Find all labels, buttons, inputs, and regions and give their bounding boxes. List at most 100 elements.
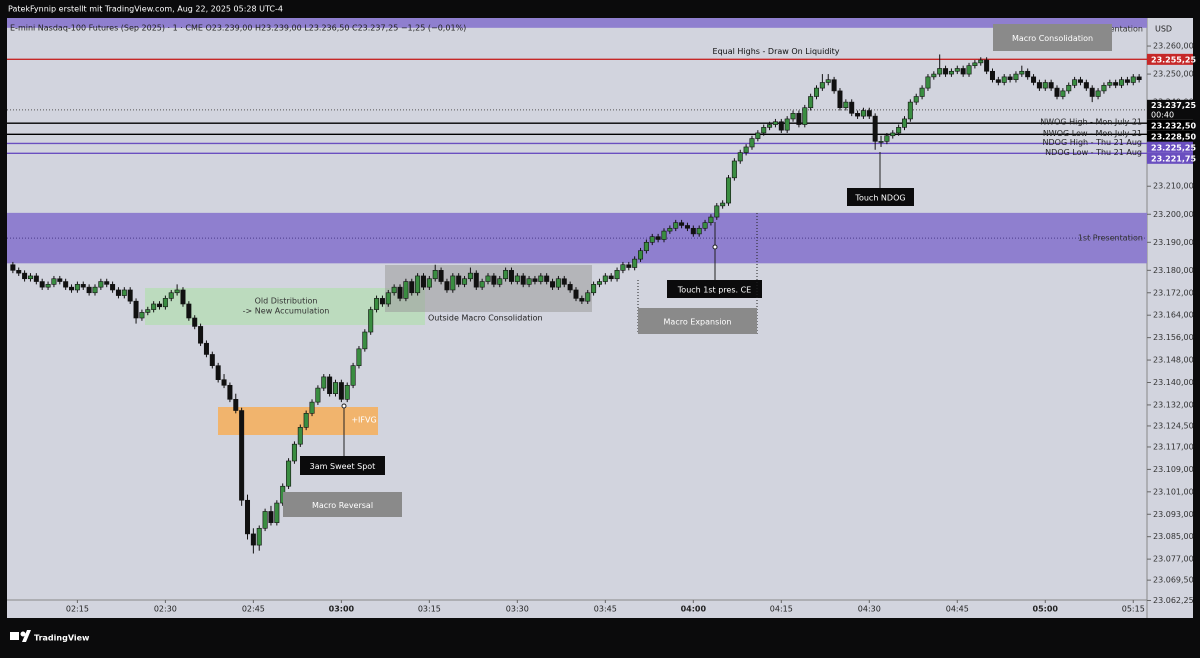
candle-body xyxy=(450,275,456,291)
candle-body xyxy=(250,533,256,546)
candle-body xyxy=(837,90,843,109)
candle-body xyxy=(796,113,802,125)
candle-body xyxy=(901,118,907,128)
y-tick-label: 23.093,00 xyxy=(1153,510,1194,519)
y-tick-label: 23.117,00 xyxy=(1153,442,1194,451)
candle-body xyxy=(10,264,16,271)
price-tag xyxy=(1147,130,1193,142)
candle-body xyxy=(984,59,990,72)
y-tick-label: 23.077,00 xyxy=(1153,555,1194,564)
candle-body xyxy=(462,278,468,285)
price-tag-label: 23.255,25 xyxy=(1151,55,1196,64)
candle-body xyxy=(57,278,63,282)
price-tag-label: 23.237,25 xyxy=(1151,101,1196,110)
candle-body xyxy=(696,227,702,235)
x-tick-label: 03:30 xyxy=(506,605,529,614)
candle-body xyxy=(819,82,825,89)
candle-body xyxy=(162,298,168,308)
candle-body xyxy=(872,115,878,142)
candle-body xyxy=(344,384,350,400)
candle-body xyxy=(866,110,872,117)
candle-body xyxy=(397,286,403,299)
candle-body xyxy=(415,275,421,294)
candle-body xyxy=(1124,79,1130,83)
candle-body xyxy=(80,284,86,288)
y-tick-label: 23.062,25 xyxy=(1153,596,1194,605)
y-tick-label: 23.250,00 xyxy=(1153,70,1194,79)
price-tag-label: 23.221,75 xyxy=(1151,154,1196,163)
candle-body xyxy=(679,222,685,226)
candle-body xyxy=(157,303,163,308)
annotation: Outside Macro Consolidation xyxy=(428,314,543,323)
candle-body xyxy=(532,278,538,282)
y-tick-label: 23.156,00 xyxy=(1153,333,1194,342)
candle-body xyxy=(22,272,28,280)
candle-body xyxy=(256,527,262,546)
candle-body xyxy=(855,113,861,117)
candle-body xyxy=(579,298,585,302)
connector-dot xyxy=(712,244,718,250)
annotation-box xyxy=(638,308,757,334)
candle-body xyxy=(591,284,597,294)
candle-body xyxy=(98,281,104,288)
y-tick-label: 23.210,00 xyxy=(1153,182,1194,191)
candle-body xyxy=(767,124,773,128)
candle-body xyxy=(192,317,198,327)
candle-body xyxy=(1019,70,1025,75)
y-tick-label: 23.180,00 xyxy=(1153,266,1194,275)
candle-body xyxy=(638,250,644,260)
candle-body xyxy=(538,275,544,282)
y-tick-label: 23.172,00 xyxy=(1153,288,1194,297)
candle-body xyxy=(1089,87,1095,97)
candle-body xyxy=(374,298,380,310)
candle-body xyxy=(432,270,438,280)
candle-body xyxy=(16,270,22,274)
candle-body xyxy=(1060,90,1066,97)
candle-body xyxy=(1025,70,1031,78)
price-tag xyxy=(1147,119,1193,131)
footer-logo-text: TradingView xyxy=(34,634,90,643)
annotation: Macro Expansion xyxy=(664,318,732,327)
candle-body xyxy=(438,270,444,282)
candle-body xyxy=(514,275,520,282)
candle-body xyxy=(561,278,567,285)
candle-body xyxy=(409,281,415,294)
candle-body xyxy=(737,152,743,162)
candle-body xyxy=(368,309,374,333)
candle-body xyxy=(714,205,720,218)
candle-body xyxy=(995,79,1001,83)
candle-body xyxy=(1013,73,1019,80)
candle-body xyxy=(743,146,749,153)
level-name: NDOG Low - Thu 21 Aug xyxy=(1045,148,1142,157)
candle-body xyxy=(473,272,479,288)
candle-body xyxy=(1119,79,1125,86)
candle-body xyxy=(702,222,708,229)
candle-body xyxy=(391,286,397,294)
candle-body xyxy=(919,87,925,97)
annotation-box xyxy=(283,492,402,517)
level-name: NWOG High - Mon July 21 xyxy=(1040,118,1142,127)
candle-body xyxy=(503,270,509,280)
candle-body xyxy=(726,177,732,204)
candle-body xyxy=(890,132,896,137)
x-tick-label: 02:30 xyxy=(154,605,177,614)
candle-body xyxy=(420,275,426,288)
candle-body xyxy=(104,281,110,285)
candle-body xyxy=(1001,76,1007,83)
candle-body xyxy=(814,87,820,97)
x-tick-label: 03:15 xyxy=(418,605,441,614)
candle-body xyxy=(896,127,902,134)
price-tag xyxy=(1147,53,1193,65)
annotation: 3am Sweet Spot xyxy=(310,462,376,471)
level-title: Equal Highs - Draw On Liquidity xyxy=(713,47,840,56)
candle-body xyxy=(878,141,884,143)
x-tick-label: 04:30 xyxy=(858,605,881,614)
candle-body xyxy=(1113,82,1119,86)
candle-body xyxy=(239,410,245,501)
x-tick-label: 02:15 xyxy=(66,605,89,614)
candle-body xyxy=(121,289,127,296)
x-tick-label: 04:45 xyxy=(946,605,969,614)
candle-body xyxy=(825,79,831,83)
countdown: 00:40 xyxy=(1151,110,1174,119)
